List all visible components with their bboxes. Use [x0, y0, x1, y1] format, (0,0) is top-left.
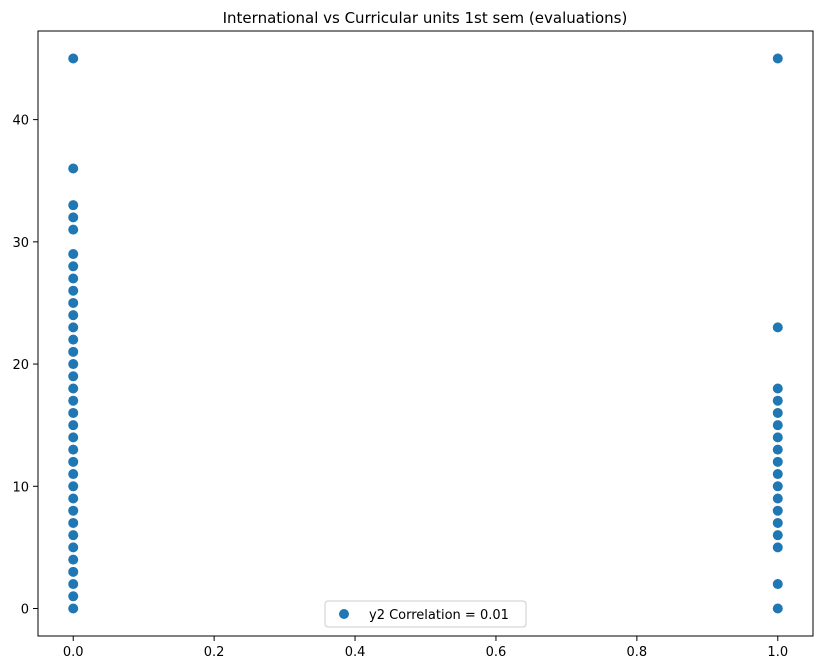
y-axis: 0 10 20 30 40 [12, 114, 38, 618]
data-point [68, 591, 79, 602]
data-point [68, 554, 79, 565]
data-point [772, 432, 783, 443]
data-point [68, 297, 79, 308]
data-point [68, 261, 79, 272]
data-point [68, 249, 79, 260]
data-point [68, 542, 79, 553]
plot-area-frame [37, 30, 814, 637]
x-tick-label: 0.0 [63, 645, 84, 660]
legend-marker [339, 609, 349, 619]
data-point [68, 420, 79, 431]
data-point [772, 383, 783, 394]
data-point [772, 481, 783, 492]
data-point [68, 530, 79, 541]
data-point [68, 359, 79, 370]
y-tick-label: 30 [12, 236, 29, 251]
data-point [772, 420, 783, 431]
data-point [68, 395, 79, 406]
data-point [68, 603, 79, 614]
data-point [68, 444, 79, 455]
data-point [68, 481, 79, 492]
data-point [772, 469, 783, 480]
y-tick-label: 20 [12, 358, 29, 373]
chart-title: International vs Curricular units 1st se… [223, 9, 628, 27]
data-point [68, 517, 79, 528]
data-point [68, 322, 79, 333]
data-point [772, 407, 783, 418]
data-point [772, 456, 783, 467]
legend-box [324, 600, 527, 628]
data-point [68, 285, 79, 296]
data-point [68, 53, 79, 64]
data-point [68, 493, 79, 504]
x-tick-label: 0.4 [345, 645, 366, 660]
data-point [68, 200, 79, 211]
x-tick-label: 0.2 [204, 645, 225, 660]
data-point [68, 224, 79, 235]
data-point [772, 603, 783, 614]
data-point [772, 493, 783, 504]
x-axis: 0.0 0.2 0.4 0.6 0.8 1.0 [63, 636, 788, 660]
data-point [68, 579, 79, 590]
data-point [68, 346, 79, 357]
x-tick-label: 0.8 [627, 645, 648, 660]
data-point [68, 273, 79, 284]
y-tick-label: 10 [12, 480, 29, 495]
data-point [772, 579, 783, 590]
data-point [68, 371, 79, 382]
data-point [68, 212, 79, 223]
data-point [68, 456, 79, 467]
data-point [68, 432, 79, 443]
data-point [68, 407, 79, 418]
data-point [68, 566, 79, 577]
data-point [772, 322, 783, 333]
x-tick-label: 0.6 [486, 645, 507, 660]
data-point [68, 469, 79, 480]
y-tick-label: 0 [21, 603, 29, 618]
data-point [68, 310, 79, 321]
legend-label: y2 Correlation = 0.01 [369, 608, 509, 623]
data-point [772, 395, 783, 406]
y-tick-label: 40 [12, 114, 29, 129]
data-point [772, 530, 783, 541]
data-point [772, 542, 783, 553]
data-point [772, 444, 783, 455]
data-point [772, 517, 783, 528]
data-point [68, 383, 79, 394]
data-point [772, 505, 783, 516]
legend: y2 Correlation = 0.01 [324, 600, 527, 628]
data-point [68, 334, 79, 345]
scatter-points [68, 53, 783, 614]
data-point [68, 163, 79, 174]
data-point [68, 505, 79, 516]
x-tick-label: 1.0 [767, 645, 788, 660]
data-point [772, 53, 783, 64]
